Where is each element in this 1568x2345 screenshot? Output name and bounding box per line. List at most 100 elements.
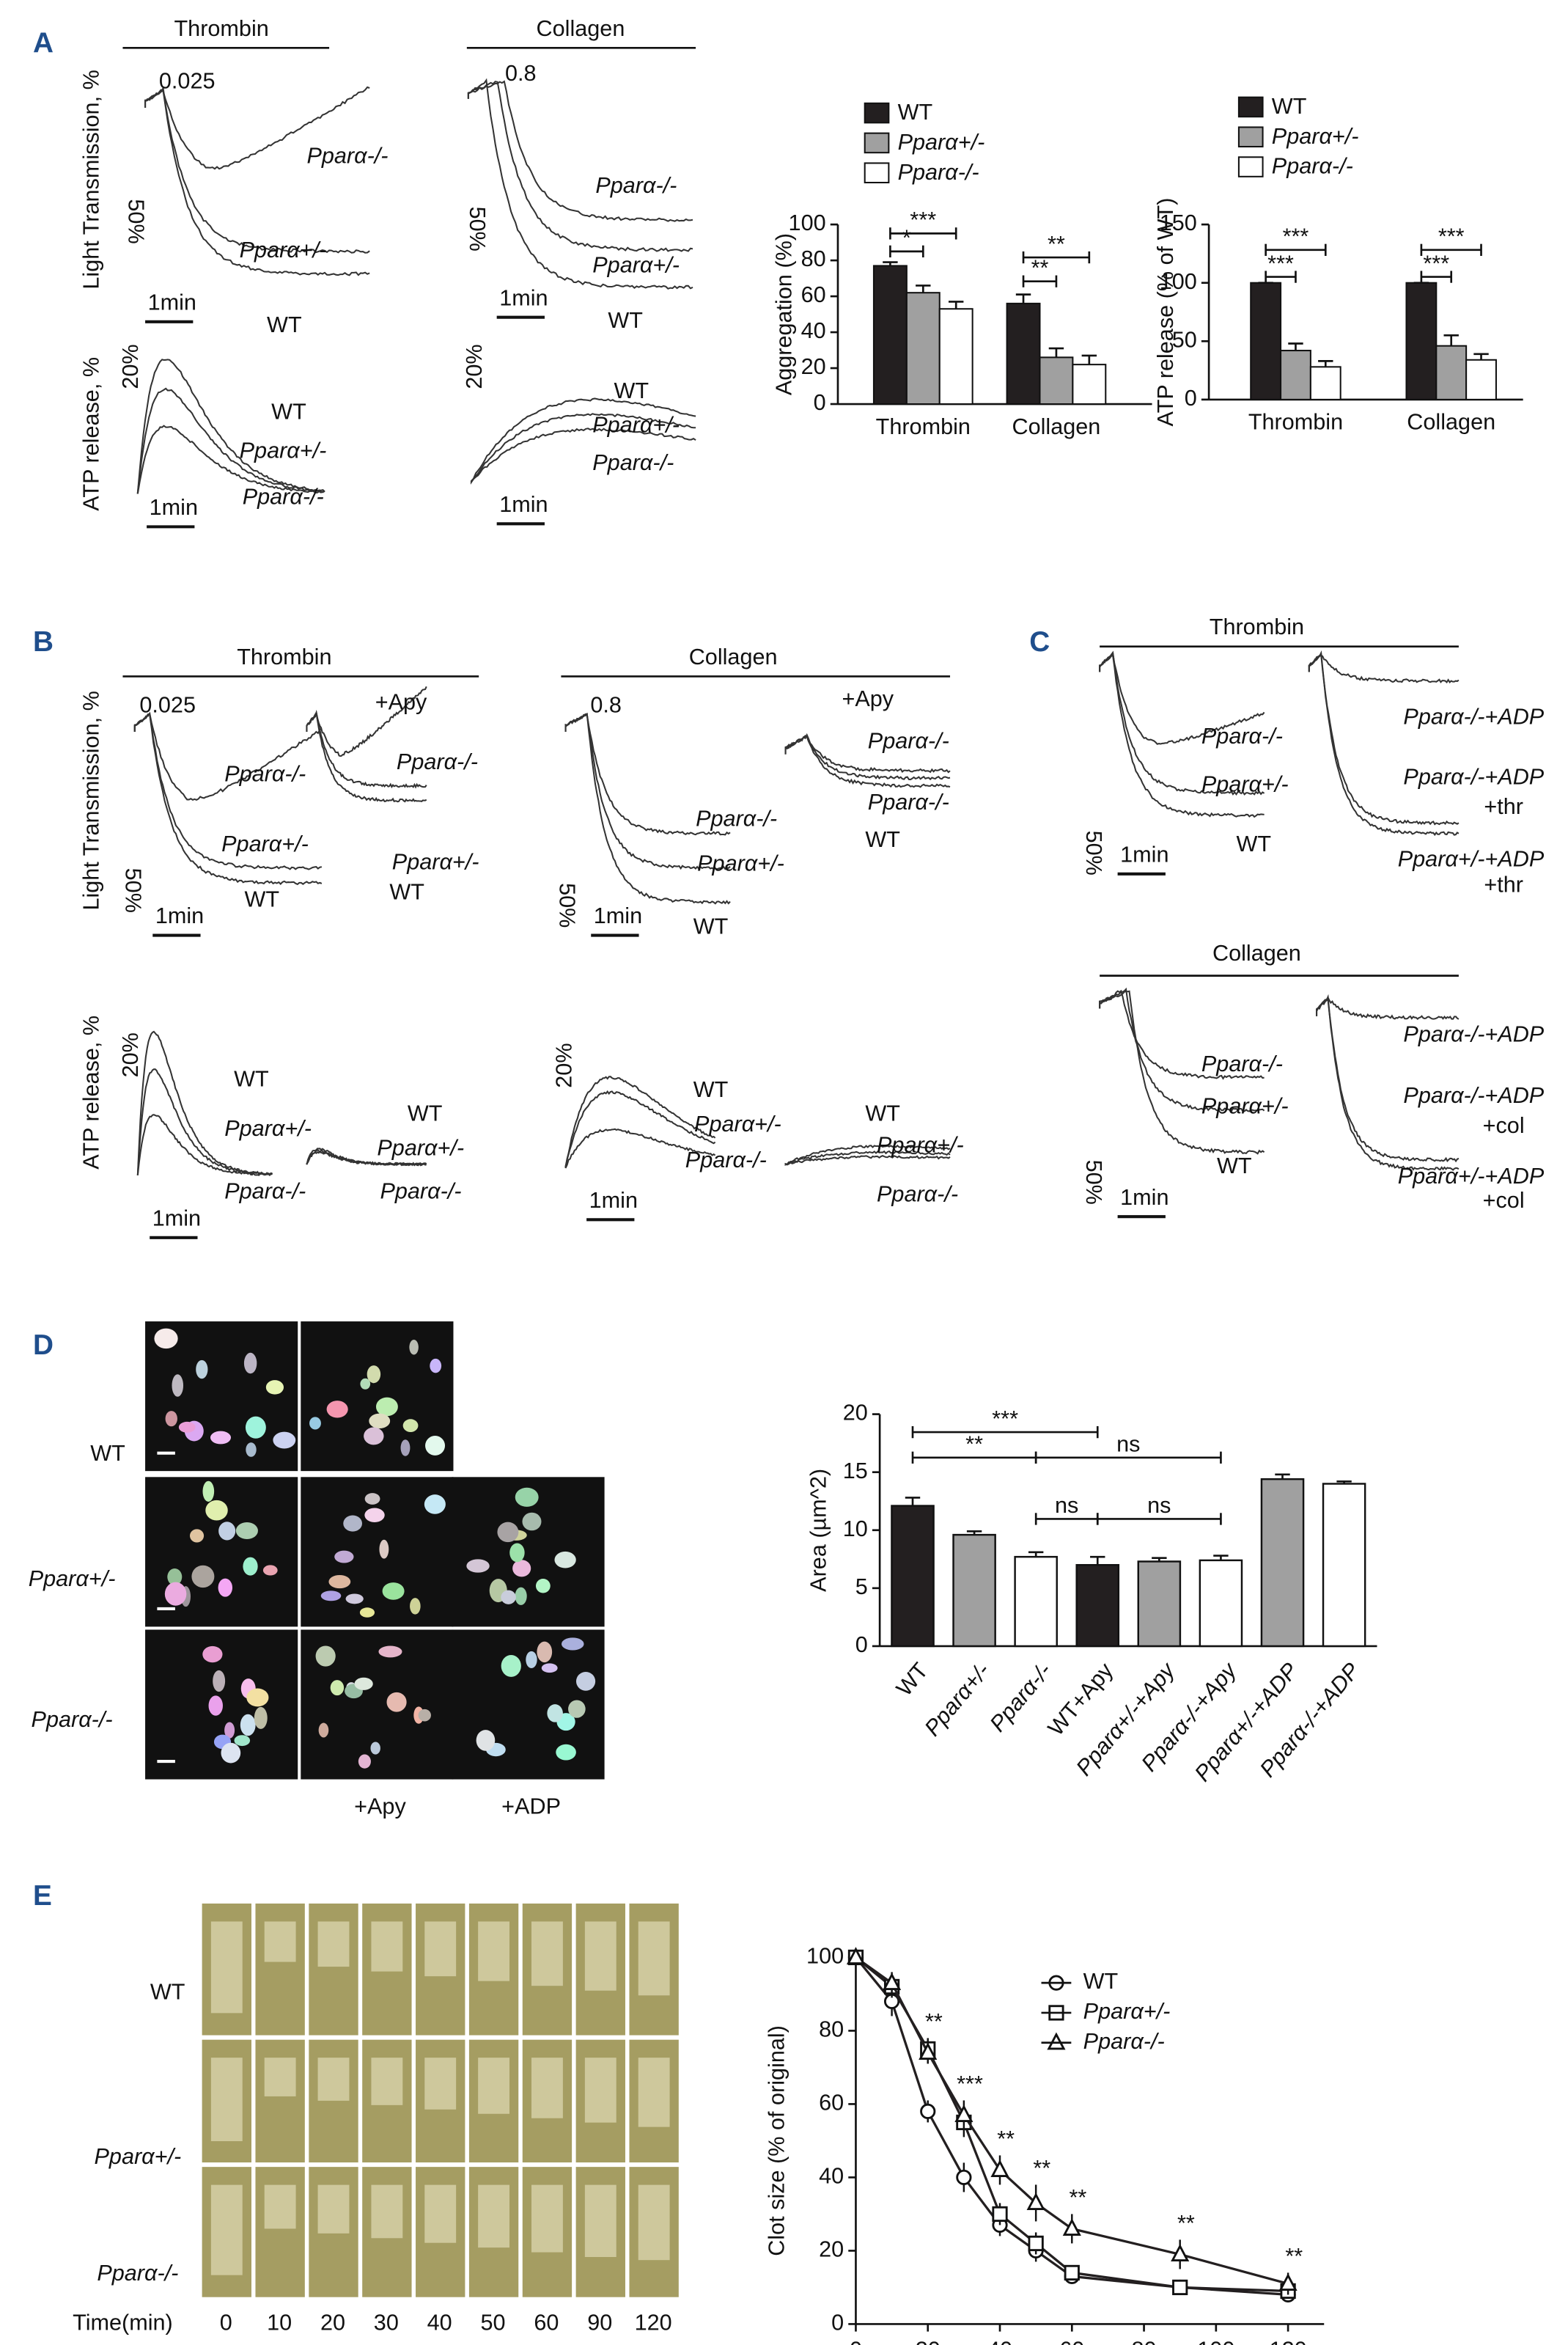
significance: ** [1033, 2156, 1050, 2181]
cell [189, 1529, 205, 1543]
cell [202, 1480, 215, 1502]
trace [564, 1090, 716, 1167]
clot [210, 2184, 243, 2275]
label: Pparα-/- [592, 450, 674, 475]
x-tick-label: 0 [850, 2337, 862, 2345]
label: WT [244, 887, 279, 912]
clot [531, 1921, 563, 1986]
legend-label: WT [1272, 94, 1307, 119]
label: Pparα-/- [685, 1148, 767, 1172]
label: 20% [118, 344, 143, 389]
label: Pparα-/- [224, 761, 306, 786]
label: Time(min) [73, 2311, 173, 2335]
x-tick-label: Collagen [1012, 414, 1101, 439]
y-tick-label: 0 [831, 2311, 844, 2335]
trace [306, 1151, 427, 1167]
marker [990, 2159, 1009, 2178]
clot [371, 2058, 403, 2105]
significance: *** [1283, 224, 1309, 249]
clot [210, 2058, 243, 2142]
clot [371, 1921, 403, 1972]
bar [1435, 345, 1468, 400]
legend-label: Pparα-/- [898, 160, 979, 185]
time-label: 40 [427, 2311, 452, 2335]
cell [164, 1582, 187, 1606]
clot [638, 2058, 670, 2127]
clot [424, 2184, 457, 2243]
bar [1280, 350, 1311, 400]
y-tick-label: 40 [819, 2164, 844, 2189]
x-tick-label: WT [891, 1658, 933, 1700]
label: Collagen [1212, 941, 1301, 966]
legend-label: WT [1083, 1969, 1119, 1994]
bar [1260, 1478, 1305, 1648]
label: Pparα+/- [224, 1116, 312, 1141]
time-label: 60 [534, 2311, 559, 2335]
y-tick-label: 20 [819, 2237, 844, 2262]
y-tick-label: 100 [1160, 269, 1197, 294]
label: 0.025 [139, 692, 196, 717]
label: Pparα-/- [1201, 724, 1283, 749]
significance: ** [925, 2009, 943, 2034]
cell [320, 1590, 342, 1601]
marker [1171, 2244, 1190, 2262]
clot [424, 1921, 457, 1977]
significance: ** [1031, 255, 1049, 280]
label: WT [389, 879, 424, 904]
label: WT [408, 1101, 443, 1126]
time-label: 20 [320, 2311, 345, 2335]
marker [956, 2169, 972, 2186]
bar [952, 1533, 996, 1648]
cell [515, 1487, 539, 1507]
cell [234, 1735, 251, 1747]
marker [1062, 2218, 1081, 2236]
significance: ns [1055, 1493, 1078, 1518]
y-tick-label: 0 [814, 390, 826, 415]
trace [784, 1144, 951, 1166]
cell [547, 1704, 563, 1722]
label: Thrombin [174, 16, 268, 41]
bar [872, 265, 908, 405]
error-bar [1015, 293, 1031, 304]
cell [541, 1663, 558, 1673]
legend-swatch [1237, 156, 1264, 177]
cell [526, 1651, 537, 1668]
trace [784, 1155, 951, 1166]
clot [638, 2184, 670, 2261]
line [855, 1956, 1289, 2297]
cell [165, 1411, 177, 1427]
cell [378, 1645, 402, 1658]
label: Pparα+/- [29, 1566, 116, 1591]
cell [330, 1680, 345, 1696]
label: B [33, 626, 54, 658]
trace [467, 80, 693, 222]
cell [379, 1539, 389, 1559]
cell [556, 1744, 576, 1761]
label: Collagen [537, 16, 625, 41]
label: 1min [499, 492, 548, 517]
cell [235, 1522, 258, 1540]
label: WT [614, 378, 649, 403]
trace [1316, 996, 1460, 1020]
trace [1099, 987, 1265, 1113]
cell [497, 1522, 519, 1543]
legend-label: Pparα-/- [1083, 2029, 1165, 2054]
cell [208, 1695, 223, 1716]
trace [564, 1076, 716, 1168]
label: Pparα+/- [697, 851, 784, 876]
significance: *** [1438, 224, 1465, 249]
x-tick-label: 20 [916, 2337, 941, 2345]
cell [213, 1670, 226, 1692]
label: Pparα+/- [592, 252, 680, 277]
label: 20% [118, 1032, 143, 1077]
cell [309, 1417, 321, 1430]
marker [919, 2042, 938, 2060]
trace [306, 712, 427, 803]
trace [1308, 650, 1460, 826]
label: ATP release, % [79, 1016, 104, 1170]
bar [1137, 1560, 1182, 1648]
y-tick-label: 10 [843, 1516, 868, 1541]
trace [564, 713, 731, 836]
y-tick-label: 50 [1172, 327, 1197, 352]
